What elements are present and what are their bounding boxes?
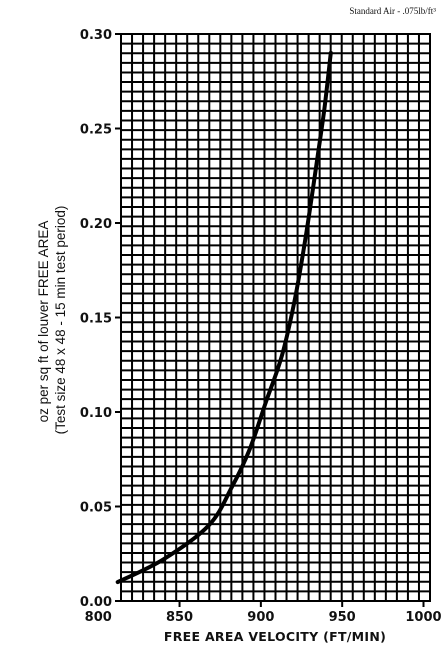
x-tick-label: 900 — [247, 610, 274, 625]
y-axis-label: oz per sq ft of louver FREE AREA (Test s… — [36, 206, 68, 435]
y-axis-ticks: 0.00 0.05 0.10 0.15 0.20 0.25 0.30 — [80, 28, 121, 610]
y-tick-label: 0.00 — [80, 595, 112, 610]
y-tick-label: 0.30 — [80, 28, 112, 43]
y-tick-label: 0.25 — [80, 123, 112, 138]
x-axis-ticks: 800 850 900 950 1000 — [85, 601, 441, 625]
y-axis-label-line-1: oz per sq ft of louver FREE AREA — [36, 221, 51, 423]
y-tick-label: 0.10 — [80, 406, 112, 421]
x-tick-label: 850 — [166, 610, 193, 625]
standard-air-note: Standard Air - .075lb/ft³ — [349, 6, 436, 16]
y-tick-label: 0.15 — [80, 312, 112, 327]
series-curve — [115, 50, 333, 585]
x-tick-label: 950 — [329, 610, 356, 625]
x-tick-label: 1000 — [405, 610, 441, 625]
x-tick-label: 800 — [85, 610, 112, 625]
x-axis-label: FREE AREA VELOCITY (FT/MIN) — [164, 629, 386, 644]
y-axis-label-line-2: (Test size 48 x 48 - 15 min test period) — [53, 206, 68, 435]
y-tick-label: 0.05 — [80, 501, 112, 516]
grid — [121, 34, 430, 601]
y-tick-label: 0.20 — [80, 217, 112, 232]
